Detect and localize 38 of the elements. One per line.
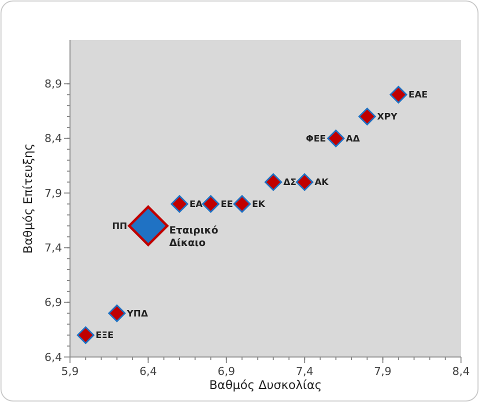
point	[76, 326, 94, 344]
y-tick-label: 6,9	[44, 296, 62, 310]
point	[327, 130, 345, 148]
annotation: ΕΕ	[220, 200, 234, 210]
y-axis-title: Βαθμός Επίτευξης	[21, 143, 35, 254]
y-tick-label: 6,4	[44, 350, 62, 364]
annotation: ΕΞΕ	[96, 331, 114, 342]
x-tick-label: 5,9	[61, 365, 79, 378]
annotation: ΑΔ	[346, 134, 360, 144]
y-tick-label: 8,4	[44, 132, 62, 146]
point	[108, 304, 126, 322]
annotation: ΧΡΥ	[377, 112, 398, 123]
annotation: ΦΕΕ	[306, 134, 326, 144]
y-tick-label: 7,9	[44, 186, 62, 200]
x-axis-title: Βαθμός Δυσκολίας	[209, 378, 322, 392]
x-tick-label: 7,4	[296, 365, 314, 378]
annotation: ΕΑΕ	[408, 90, 428, 101]
y-tick-label: 7,4	[44, 242, 62, 255]
point	[264, 173, 282, 191]
point	[202, 195, 220, 213]
x-tick-label: 7,9	[374, 365, 392, 378]
annotation: ΕΑ	[189, 200, 203, 210]
point	[170, 195, 188, 213]
point	[128, 206, 168, 246]
point	[390, 86, 408, 104]
x-tick-label: 6,4	[139, 365, 157, 378]
x-tick-label: 6,9	[218, 365, 236, 378]
annotation: ΕΚ	[252, 200, 266, 210]
annotation: ΠΠ	[112, 222, 128, 232]
point	[233, 195, 251, 213]
y-tick-label: 8,9	[44, 78, 62, 91]
annotation: Εταιρικό Δίκαιο	[169, 225, 218, 249]
annotation: ΑΚ	[314, 178, 330, 188]
annotation: ΔΣ	[283, 178, 296, 188]
point	[358, 108, 376, 126]
x-tick-label: 8,4	[452, 365, 470, 378]
point	[296, 173, 314, 191]
annotation: ΥΠΔ	[126, 309, 148, 320]
